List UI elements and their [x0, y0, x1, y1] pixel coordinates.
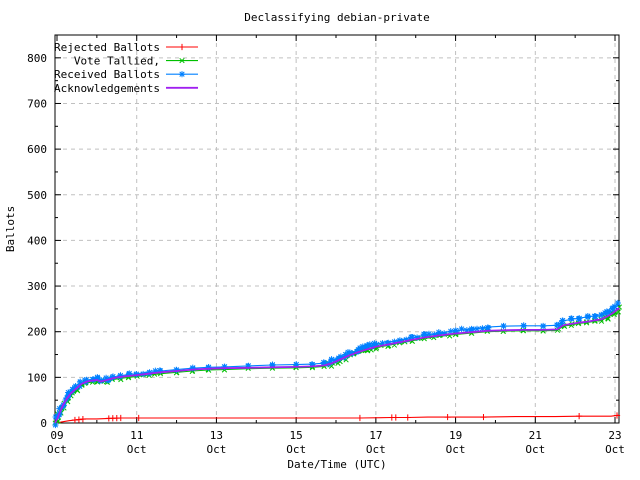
series-line-acknowledgements [54, 307, 620, 424]
y-tick-label: 100 [27, 371, 47, 384]
y-tick-label: 200 [27, 326, 47, 339]
x-tick-sublabel: Oct [206, 443, 226, 456]
legend-sample-marker [178, 71, 186, 78]
x-tick-sublabel: Oct [47, 443, 67, 456]
x-tick-sublabel: Oct [446, 443, 466, 456]
y-tick-label: 800 [27, 52, 47, 65]
x-tick-label: 13 [210, 429, 223, 442]
x-tick-sublabel: Oct [605, 443, 625, 456]
y-tick-label: 600 [27, 143, 47, 156]
legend-sample-marker [178, 43, 186, 51]
legend-sample-marker [179, 57, 185, 64]
y-tick-label: 500 [27, 189, 47, 202]
x-tick-sublabel: Oct [525, 443, 545, 456]
x-tick-label: 23 [608, 429, 621, 442]
x-tick-label: 09 [50, 429, 63, 442]
y-tick-label: 700 [27, 97, 47, 110]
y-tick-label: 0 [40, 417, 47, 430]
chart-title: Declassifying debian-private [244, 11, 429, 24]
x-tick-sublabel: Oct [366, 443, 386, 456]
x-axis-label: Date/Time (UTC) [287, 458, 386, 471]
plot-border [54, 34, 620, 424]
x-tick-label: 11 [130, 429, 143, 442]
x-tick-label: 17 [369, 429, 382, 442]
series-markers-rejected-ballots [71, 412, 621, 424]
legend-label-acknowledgements: Acknowledgements [54, 82, 160, 95]
legend-label-rejected-ballots: Rejected Ballots [54, 41, 160, 54]
legend-label-vote-tallied: Vote Tallied, [74, 55, 160, 68]
x-tick-sublabel: Oct [127, 443, 147, 456]
x-tick-label: 21 [529, 429, 542, 442]
y-tick-label: 300 [27, 280, 47, 293]
legend-label-received-ballots: Received Ballots [54, 68, 160, 81]
x-tick-sublabel: Oct [286, 443, 306, 456]
y-axis-label: Ballots [4, 206, 17, 252]
y-tick-label: 400 [27, 234, 47, 247]
x-tick-label: 15 [290, 429, 303, 442]
x-tick-label: 19 [449, 429, 462, 442]
